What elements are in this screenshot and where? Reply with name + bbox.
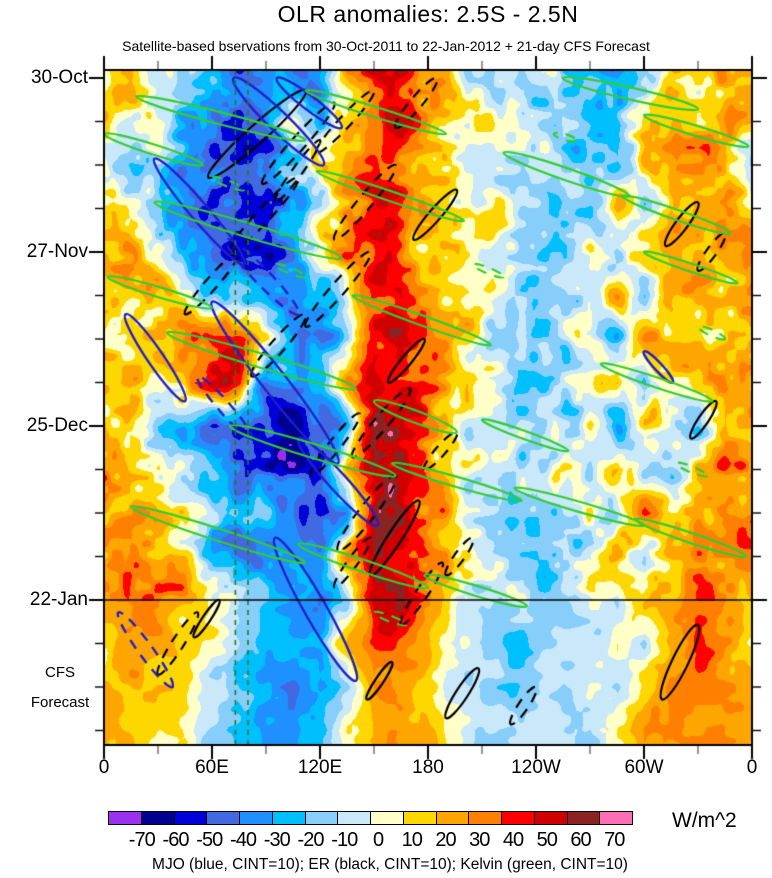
hovmoller-plot-canvas (84, 50, 772, 765)
colorbar-tick-label: 50 (536, 829, 558, 851)
x-axis-label: 60W (624, 757, 664, 778)
colorbar-tick-label: -70 (128, 829, 156, 851)
colorbar-tick-label: 60 (570, 829, 591, 851)
x-axis-label: 0 (746, 757, 758, 778)
colorbar-tick-label: 20 (435, 829, 456, 851)
colorbar-tick-label: 40 (502, 829, 524, 851)
colorbar-cell (271, 811, 306, 825)
colorbar-cell (304, 811, 339, 825)
colorbar-tick-label: 70 (604, 829, 625, 851)
colorbar-cell (206, 811, 240, 825)
y-axis-label: 30-Oct (30, 67, 88, 88)
x-axis-label: 180 (412, 757, 444, 778)
colorbar-cell (337, 811, 371, 825)
colorbar-tick-label: -10 (331, 829, 358, 851)
y-axis-label: 22-Jan (29, 589, 88, 610)
colorbar-cell (501, 811, 535, 825)
colorbar-tick-label: -30 (263, 829, 291, 851)
colorbar-tick-label: -50 (196, 829, 223, 851)
colorbar-tick-label: 30 (469, 829, 490, 851)
colorbar-cell (370, 811, 404, 825)
colorbar-tick-label: -60 (162, 829, 190, 851)
colorbar-cell (435, 811, 470, 825)
colorbar-cell (140, 811, 175, 825)
colorbar-cell (566, 811, 601, 825)
colorbar-cell (533, 811, 568, 825)
x-axis-label: 60E (195, 757, 229, 778)
colorbar-unit-label: W/m^2 (672, 809, 737, 832)
colorbar-tick-label: -20 (297, 829, 325, 851)
colorbar-tick-label: -40 (230, 829, 257, 851)
colorbar-tick-label: 0 (372, 829, 384, 851)
forecast-label-line1: CFS (45, 664, 75, 681)
x-axis-label: 0 (98, 757, 110, 778)
y-axis-label: 25-Dec (26, 415, 88, 436)
colorbar-tick-label: 10 (401, 829, 423, 851)
figure-title: OLR anomalies: 2.5S - 2.5N (277, 1, 579, 27)
x-axis-label: 120E (297, 757, 343, 778)
colorbar-cell (402, 811, 437, 825)
colorbar-cell (108, 811, 142, 825)
contour-legend-caption: MJO (blue, CINT=10); ER (black, CINT=10)… (152, 856, 628, 873)
colorbar-cell (173, 811, 208, 825)
colorbar-cell (239, 811, 273, 825)
colorbar (108, 811, 633, 825)
x-axis-label: 120W (511, 757, 561, 778)
y-axis-label: 27-Nov (26, 241, 88, 262)
colorbar-cell (468, 811, 502, 825)
forecast-label-line2: Forecast (30, 694, 90, 711)
colorbar-cell (599, 811, 633, 825)
